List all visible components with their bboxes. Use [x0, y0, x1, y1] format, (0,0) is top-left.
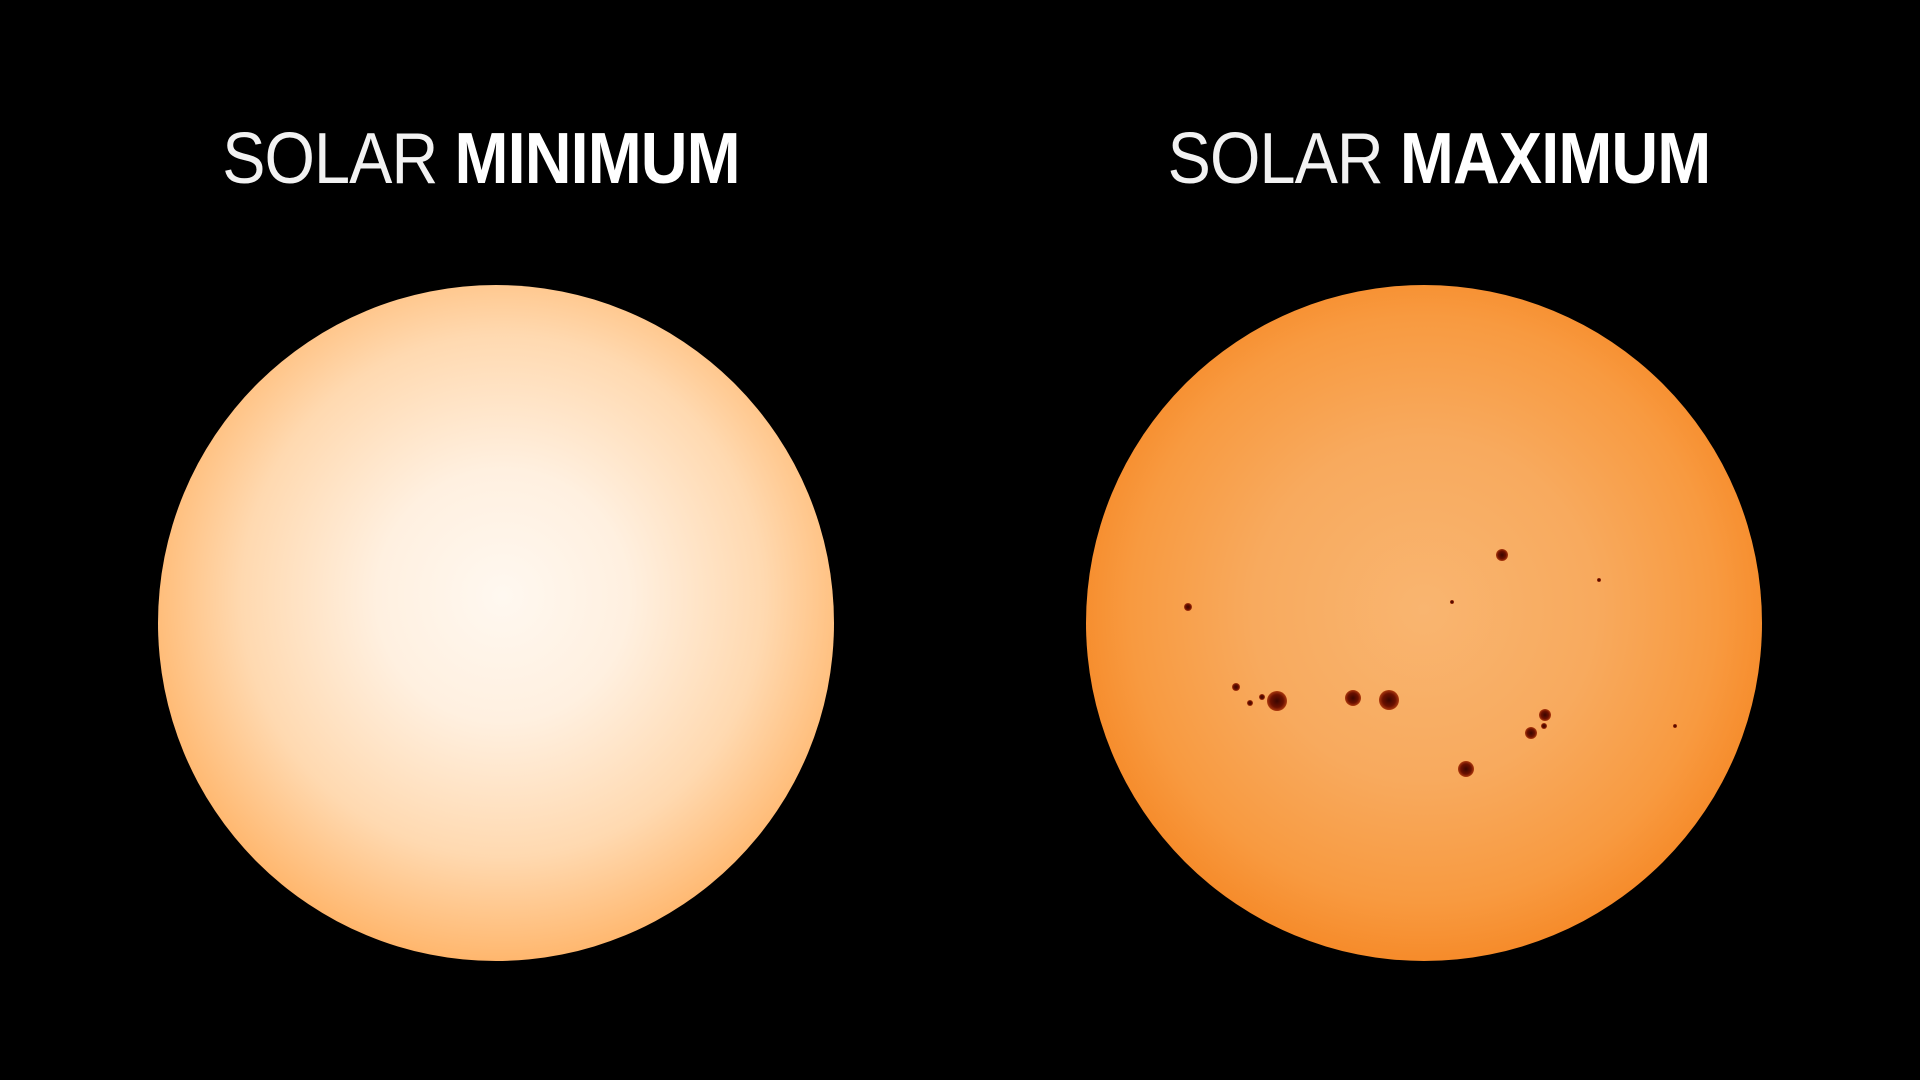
sunspot — [1525, 727, 1537, 739]
solar-maximum-title: SOLAR MAXIMUM — [1124, 118, 1754, 200]
sunspot — [1539, 709, 1551, 721]
sunspot — [1379, 690, 1399, 710]
sunspot — [1345, 690, 1361, 706]
sunspot — [1247, 700, 1253, 706]
sunspot — [1597, 578, 1601, 582]
sunspot — [1184, 603, 1192, 611]
sunspot — [1259, 694, 1265, 700]
solar-minimum-title: SOLAR MINIMUM — [166, 118, 796, 200]
sunspot — [1267, 691, 1287, 711]
title-light: SOLAR — [1167, 119, 1384, 199]
sunspot — [1541, 723, 1547, 729]
sunspot — [1673, 724, 1677, 728]
sun-solar-maximum — [1086, 285, 1762, 961]
title-bold: MAXIMUM — [1399, 119, 1711, 199]
sunspot — [1450, 600, 1454, 604]
sun-solar-minimum — [158, 285, 834, 961]
sunspot — [1496, 549, 1508, 561]
sunspot — [1458, 761, 1474, 777]
title-bold: MINIMUM — [454, 119, 741, 199]
title-light: SOLAR — [222, 119, 438, 199]
sunspot — [1232, 683, 1240, 691]
